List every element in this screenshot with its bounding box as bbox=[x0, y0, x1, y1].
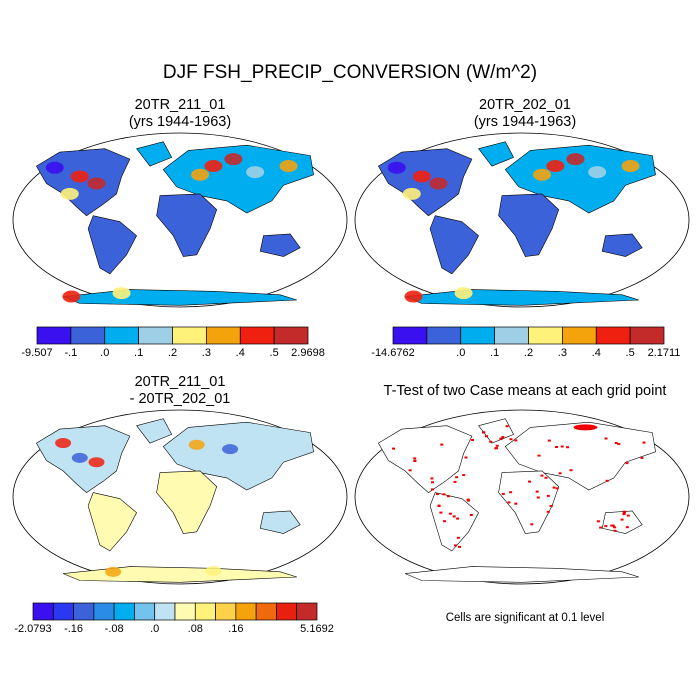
panel-3-title-line1: 20TR_211_01 bbox=[134, 374, 226, 390]
africa-landmass bbox=[498, 193, 560, 257]
panel-2-title: 20TR_202_01 (yrs 1944-1963) bbox=[385, 97, 665, 131]
colorbar-3-swatch bbox=[174, 602, 196, 621]
colorbar-1-swatch bbox=[36, 326, 72, 345]
map-2 bbox=[354, 132, 690, 308]
colorbar-1-label: 2.9698 bbox=[291, 347, 325, 359]
colorbar-1-swatch bbox=[239, 326, 275, 345]
figure-title: DJF FSH_PRECIP_CONVERSION (W/m^2) bbox=[162, 62, 538, 83]
colorbar-3-swatch bbox=[255, 602, 277, 621]
colorbar-2-swatch bbox=[562, 326, 597, 345]
colorbar-1-label: .4 bbox=[235, 347, 245, 359]
antarctica-landmass bbox=[62, 566, 297, 583]
colorbar-2-label: .4 bbox=[591, 347, 601, 359]
colorbar-1-swatch bbox=[138, 326, 173, 345]
colorbar-1-swatch bbox=[273, 326, 309, 345]
colorbar-1-label: -.1 bbox=[64, 347, 78, 359]
map-1 bbox=[12, 132, 348, 308]
colorbar-2-label: -14.6762 bbox=[371, 347, 415, 359]
namerica-landmass bbox=[377, 425, 473, 493]
colorbar-3-label: .16 bbox=[228, 623, 244, 635]
colorbar-3-label: -.16 bbox=[64, 623, 84, 635]
panel-2-title-line2: (yrs 1944-1963) bbox=[473, 114, 577, 130]
panel-2-title-line1: 20TR_202_01 bbox=[479, 97, 571, 113]
australia-landmass bbox=[601, 510, 643, 534]
panel-4-title-line1: T-Test of two Case means at each grid po… bbox=[383, 383, 667, 399]
colorbar-3-swatch bbox=[276, 602, 298, 621]
colorbar-2-swatch bbox=[629, 326, 665, 345]
panel-4-title: T-Test of two Case means at each grid po… bbox=[350, 383, 700, 400]
colorbar-3-swatch bbox=[154, 602, 176, 621]
colorbar-1-label: -9.507 bbox=[21, 347, 53, 359]
africa-landmass bbox=[156, 470, 218, 534]
colorbar-2-swatch bbox=[460, 326, 495, 345]
colorbar-1-label: .1 bbox=[134, 347, 144, 359]
map-3 bbox=[12, 409, 348, 585]
colorbar-3-label: .08 bbox=[187, 623, 203, 635]
colorbar-3-swatch bbox=[215, 602, 237, 621]
significance-note: Cells are significant at 0.1 level bbox=[445, 612, 605, 624]
samerica-landmass bbox=[429, 492, 479, 552]
colorbar-3-swatch bbox=[93, 602, 115, 621]
colorbar-3-swatch bbox=[134, 602, 156, 621]
colorbar-2-label: .0 bbox=[456, 347, 466, 359]
panel-1-title: 20TR_211_01 (yrs 1944-1963) bbox=[40, 97, 320, 131]
africa-landmass bbox=[156, 193, 218, 257]
colorbar-2-swatch bbox=[392, 326, 428, 345]
colorbar-3-swatch bbox=[296, 602, 318, 621]
samerica-landmass bbox=[429, 215, 479, 275]
greenland-landmass bbox=[478, 141, 515, 167]
africa-landmass bbox=[498, 470, 560, 534]
australia-landmass bbox=[601, 233, 643, 257]
colorbar-3-label: 5.1692 bbox=[300, 623, 334, 635]
colorbar-1-label: .0 bbox=[100, 347, 110, 359]
samerica-landmass bbox=[87, 215, 137, 275]
colorbar-2-swatch bbox=[494, 326, 529, 345]
colorbar-2-label: .5 bbox=[625, 347, 635, 359]
australia-landmass bbox=[259, 233, 301, 257]
colorbar-3-swatch bbox=[52, 602, 74, 621]
panel-3-title: 20TR_211_01 - 20TR_202_01 bbox=[40, 374, 320, 408]
colorbar-2-label: .1 bbox=[490, 347, 500, 359]
colorbar-3-swatch bbox=[32, 602, 54, 621]
samerica-landmass bbox=[87, 492, 137, 552]
colorbar-3-swatch bbox=[73, 602, 95, 621]
panel-1-title-line2: (yrs 1944-1963) bbox=[128, 114, 232, 130]
panel-3-title-line2: - 20TR_202_01 bbox=[129, 391, 231, 407]
colorbar-2-swatch bbox=[528, 326, 563, 345]
colorbar-1-swatch bbox=[104, 326, 139, 345]
colorbar-2-swatch bbox=[426, 326, 462, 345]
colorbar-3-label: -2.0793 bbox=[14, 623, 52, 635]
australia-landmass bbox=[259, 510, 301, 534]
colorbar-1-label: .2 bbox=[167, 347, 178, 359]
colorbar-1-swatch bbox=[206, 326, 241, 345]
colorbar-3-swatch bbox=[113, 602, 135, 621]
panel-1-title-line1: 20TR_211_01 bbox=[134, 97, 226, 113]
colorbar-1-swatch bbox=[172, 326, 207, 345]
colorbar-1-label: .5 bbox=[269, 347, 279, 359]
colorbar-2-label: 2.1711 bbox=[647, 347, 681, 359]
colorbar-1-label: .3 bbox=[201, 347, 211, 359]
colorbar-2-label: .3 bbox=[557, 347, 567, 359]
colorbar-2-label: .2 bbox=[523, 347, 534, 359]
colorbar-3-swatch bbox=[194, 602, 216, 621]
greenland-landmass bbox=[136, 418, 173, 444]
antarctica-landmass bbox=[404, 566, 639, 583]
greenland-landmass bbox=[136, 141, 173, 167]
map-4 bbox=[354, 409, 690, 585]
colorbar-2-swatch bbox=[595, 326, 631, 345]
colorbar-3-label: -.08 bbox=[104, 623, 124, 635]
colorbar-3-swatch bbox=[235, 602, 257, 621]
colorbar-3-label: .0 bbox=[150, 623, 160, 635]
colorbar-1-swatch bbox=[70, 326, 106, 345]
